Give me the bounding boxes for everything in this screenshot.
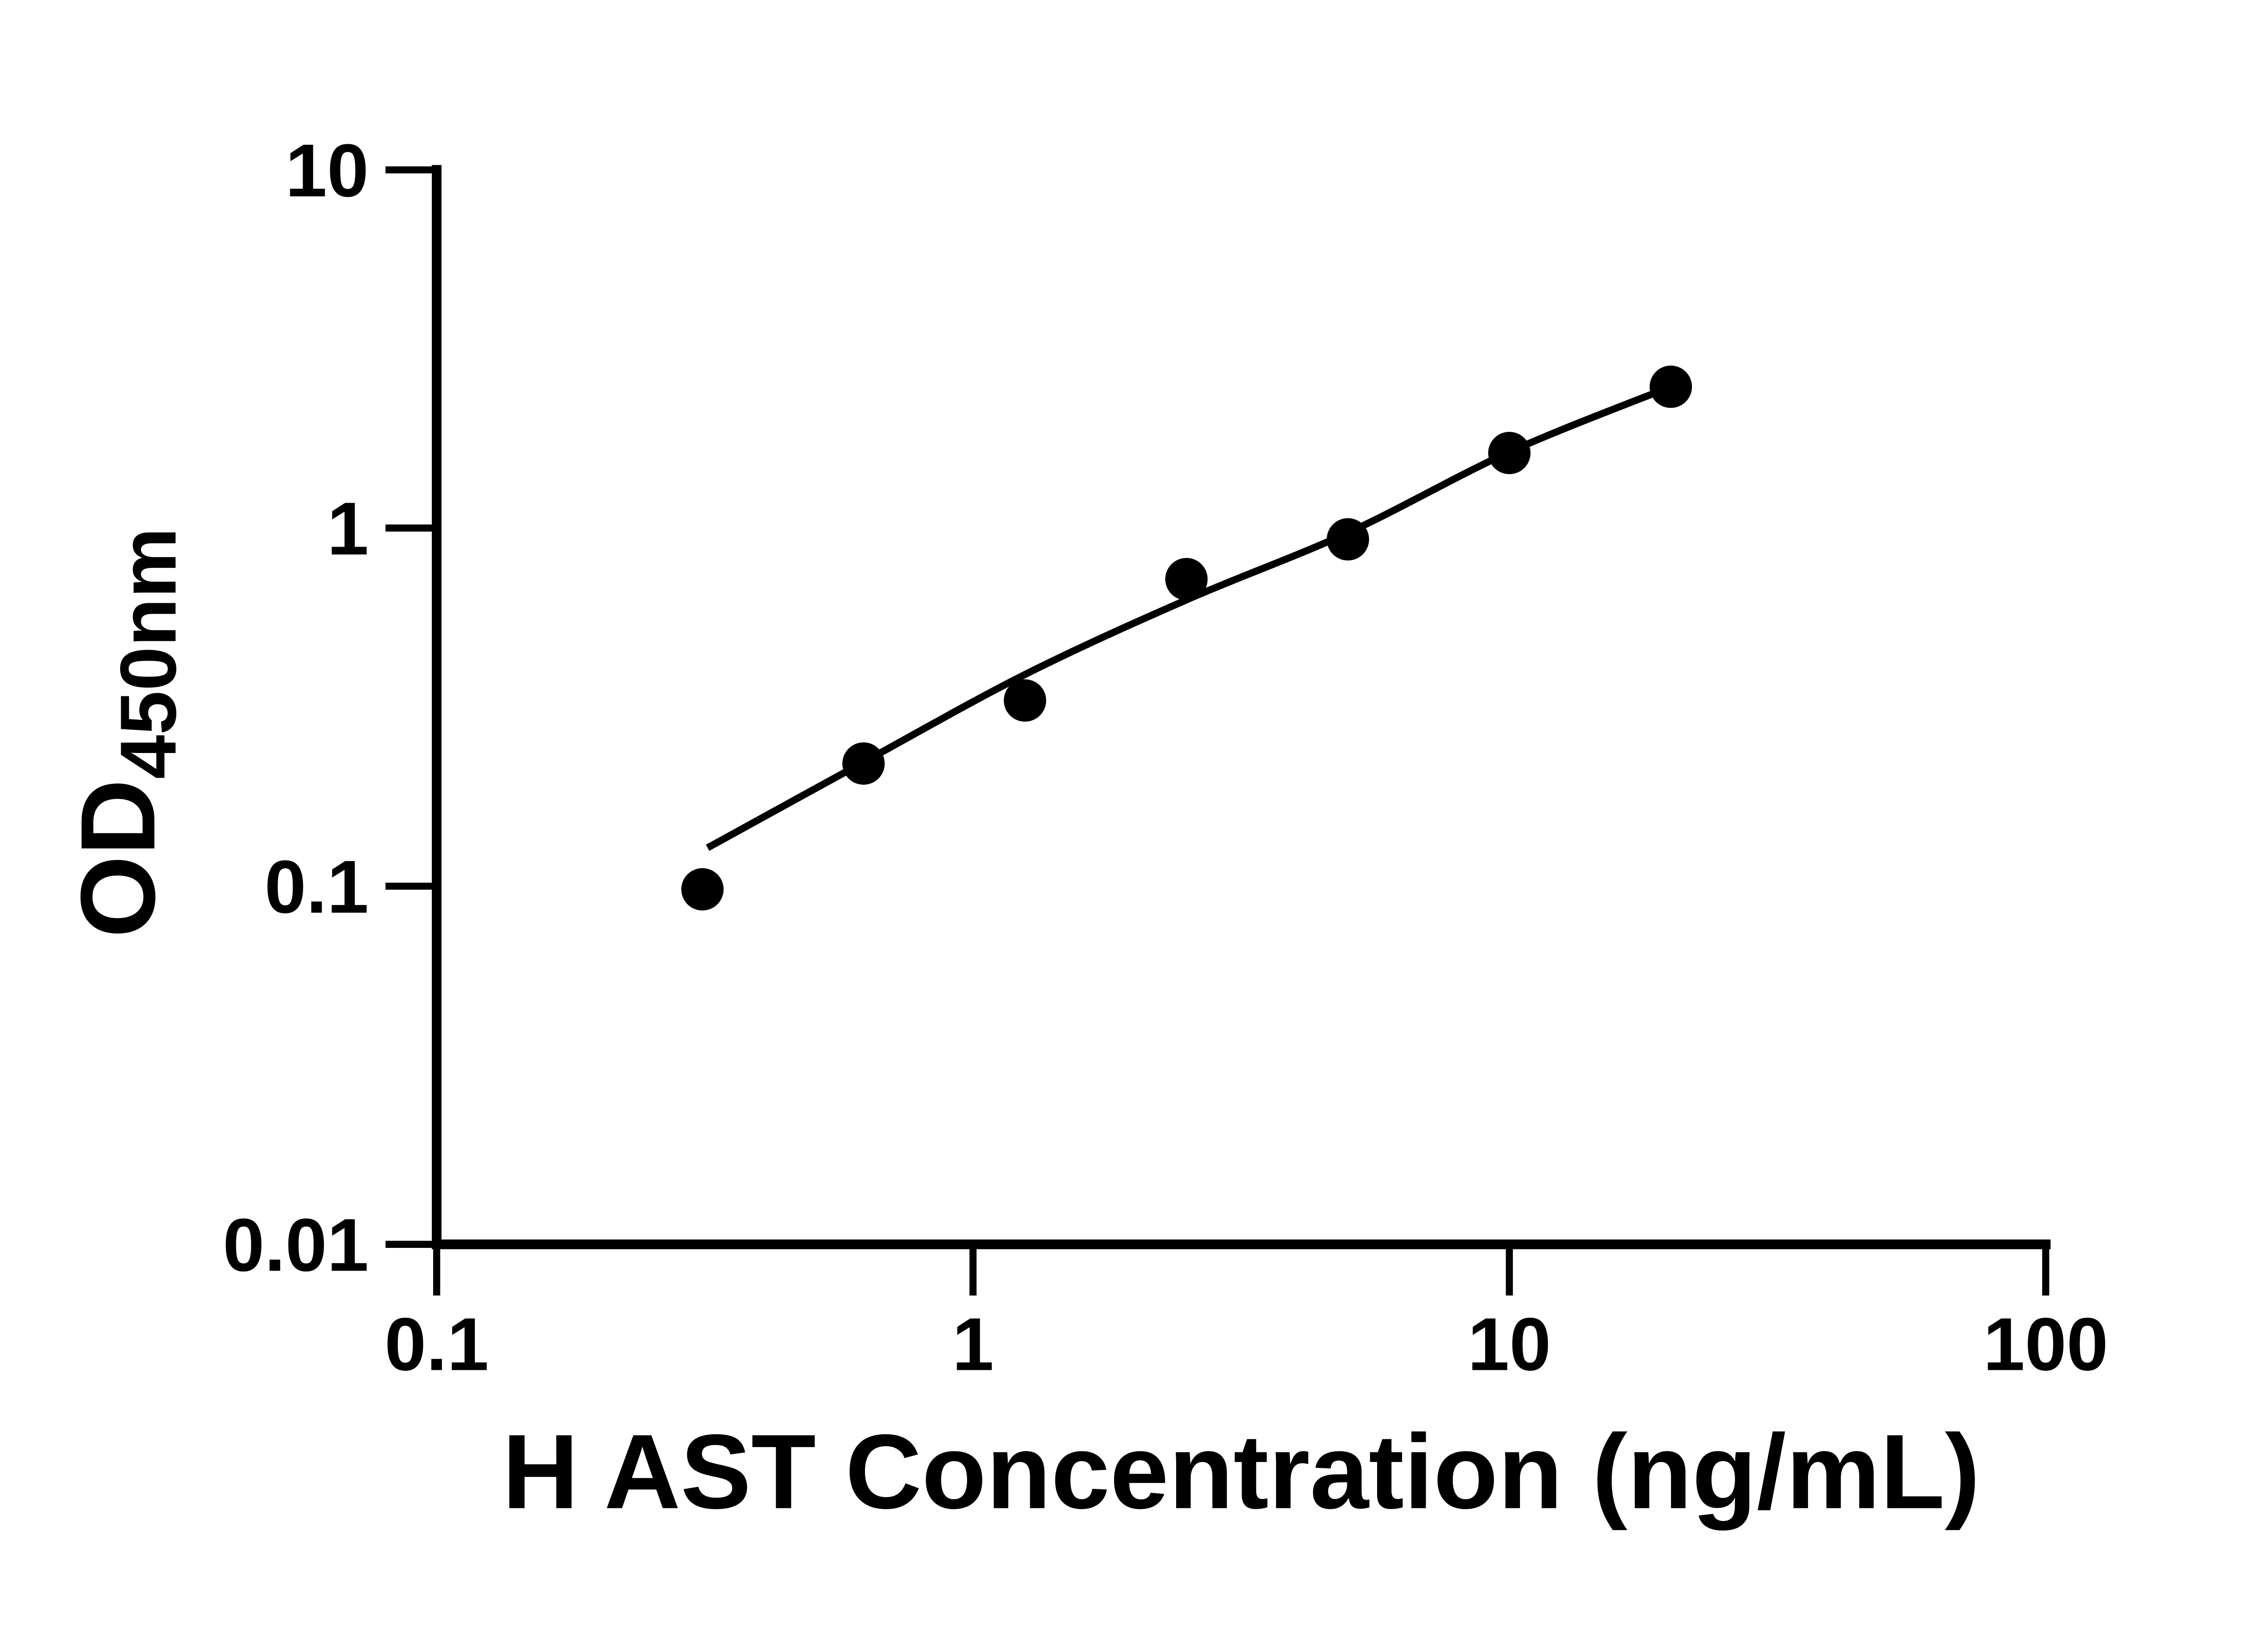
x-tick-label: 10 bbox=[1468, 1302, 1551, 1386]
y-tick-label: 10 bbox=[285, 129, 369, 213]
y-tick-label: 0.01 bbox=[223, 1203, 369, 1287]
data-point-marker bbox=[681, 868, 724, 911]
y-axis-title: OD450nm bbox=[59, 528, 193, 938]
y-axis-title-base: OD bbox=[59, 779, 177, 938]
x-tick-label: 1 bbox=[952, 1302, 994, 1386]
data-point-marker bbox=[1488, 431, 1531, 474]
y-axis-tick-labels: 10 1 0.1 0.01 bbox=[223, 129, 369, 1287]
x-tick-label: 0.1 bbox=[385, 1302, 489, 1386]
data-point-marker bbox=[1003, 679, 1046, 722]
x-tick-label: 100 bbox=[1983, 1302, 2108, 1386]
data-point-marker bbox=[1326, 518, 1369, 561]
y-axis-title-subscript: 450nm bbox=[104, 528, 193, 779]
y-axis-ticks bbox=[385, 166, 437, 1248]
data-point-marker bbox=[842, 742, 885, 785]
data-points bbox=[681, 365, 1692, 911]
x-axis-title: H AST Concentration (ng/mL) bbox=[502, 1413, 1980, 1531]
data-point-marker bbox=[1649, 365, 1692, 408]
y-tick-label: 0.1 bbox=[264, 845, 369, 929]
y-tick-label: 1 bbox=[327, 487, 369, 571]
x-axis-tick-labels: 0.1 1 10 100 bbox=[385, 1302, 2108, 1386]
data-point-marker bbox=[1165, 558, 1208, 601]
x-axis-ticks bbox=[433, 1244, 2049, 1296]
